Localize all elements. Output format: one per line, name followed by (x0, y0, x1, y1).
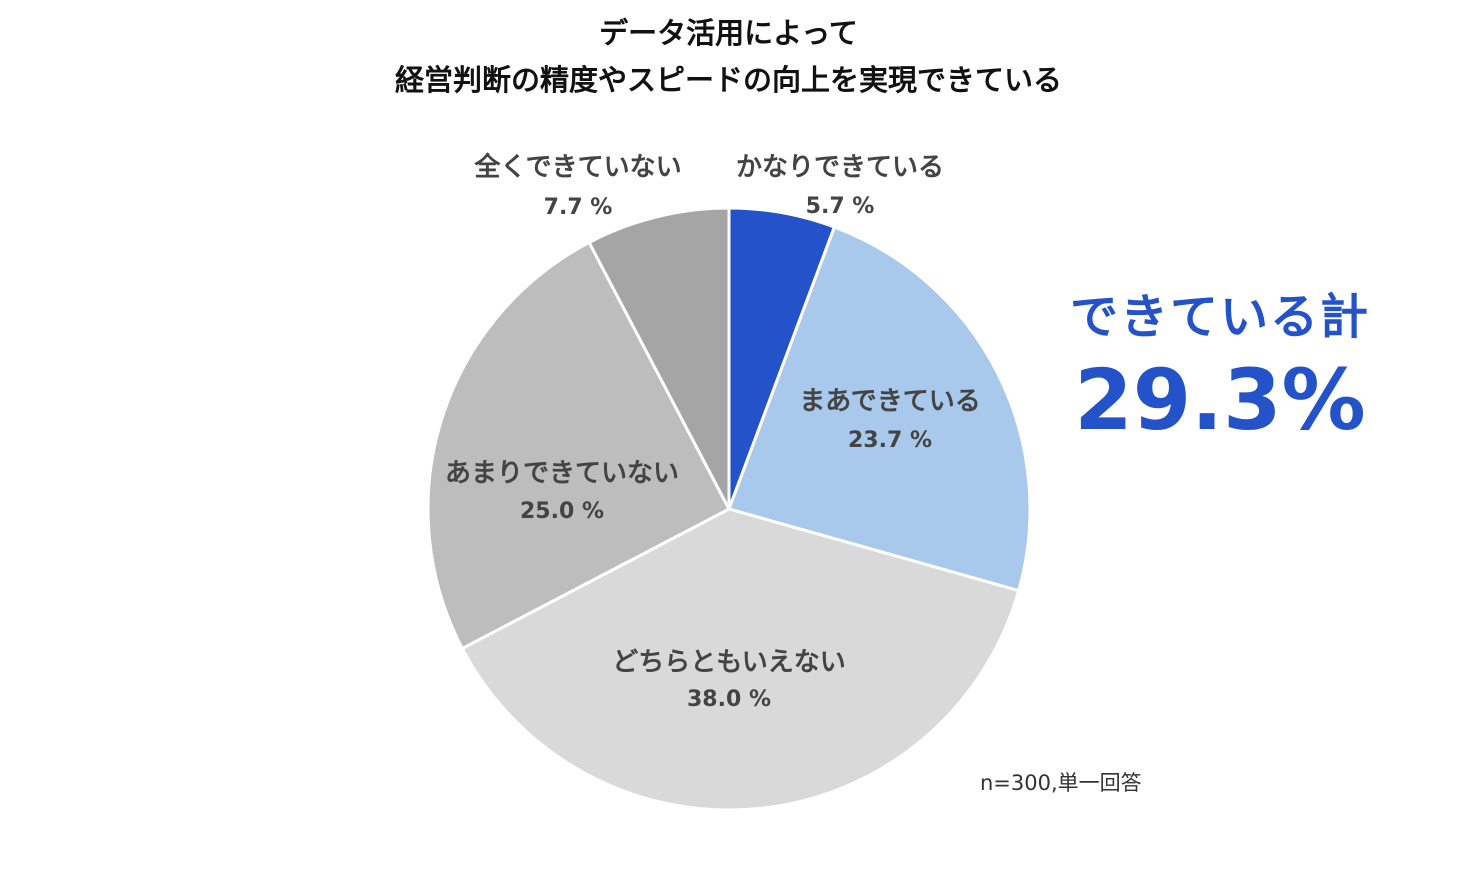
slice-value-label: 23.7 % (848, 428, 932, 453)
chart-title: データ活用によって 経営判断の精度やスピードの向上を実現できている (0, 10, 1457, 104)
slice-label: 全くできていない (473, 152, 681, 183)
slice-label: かなりできている (736, 153, 944, 183)
chart-title-line-2: 経営判断の精度やスピードの向上を実現できている (394, 63, 1062, 97)
slice-label: まあできている (799, 387, 980, 417)
slice-value-label: 5.7 % (806, 194, 875, 219)
slice-value-label: 25.0 % (520, 499, 604, 524)
chart-title-line-1: データ活用によって (599, 16, 858, 50)
slice-label: どちらともいえない (612, 648, 845, 678)
total-callout-value: 29.3% (1074, 351, 1366, 449)
sample-size-footnote: n=300,単一回答 (980, 771, 1142, 795)
slice-value-label: 38.0 % (687, 687, 771, 712)
pie-slice (426, 240, 732, 651)
pie-slice (727, 225, 1032, 593)
slice-label: あまりできていない (445, 459, 679, 489)
slice-value-label: 7.7 % (544, 195, 613, 220)
pie-slice (460, 507, 1021, 812)
pie-slice (587, 206, 731, 510)
total-callout-label: できている計 (1069, 289, 1370, 345)
